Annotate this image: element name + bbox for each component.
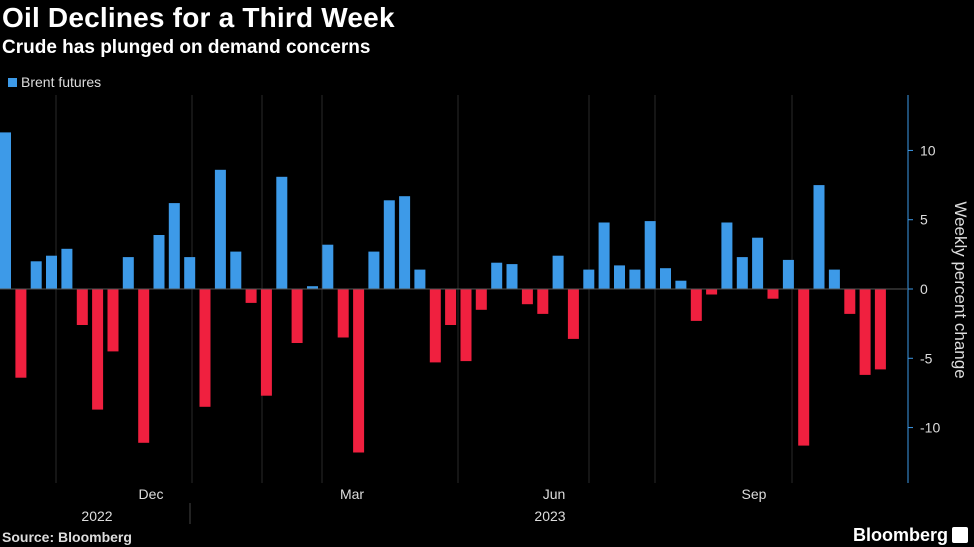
x-month-label-3: Sep bbox=[742, 486, 767, 502]
bar-56 bbox=[859, 289, 871, 375]
bar-24 bbox=[368, 251, 380, 289]
bar-9 bbox=[138, 289, 150, 443]
bar-4 bbox=[61, 248, 73, 289]
y-tick-label-0: -10 bbox=[920, 420, 940, 436]
bar-22 bbox=[337, 289, 349, 338]
bar-15 bbox=[230, 251, 242, 289]
x-month-label-0: Dec bbox=[139, 486, 164, 502]
bar-28 bbox=[429, 289, 441, 363]
bar-21 bbox=[322, 244, 334, 289]
x-year-label-0: 2022 bbox=[81, 508, 112, 524]
bar-50 bbox=[767, 289, 779, 299]
bar-36 bbox=[552, 255, 564, 289]
bar-23 bbox=[353, 289, 365, 453]
x-month-label-1: Mar bbox=[340, 486, 364, 502]
bar-6 bbox=[92, 289, 104, 410]
bar-19 bbox=[291, 289, 303, 343]
bar-29 bbox=[445, 289, 457, 325]
bar-16 bbox=[245, 289, 257, 303]
bar-7 bbox=[107, 289, 119, 352]
bar-46 bbox=[706, 289, 718, 295]
bar-30 bbox=[460, 289, 472, 362]
legend-swatch bbox=[8, 77, 17, 87]
bar-33 bbox=[506, 264, 518, 289]
bar-1 bbox=[15, 289, 27, 378]
bar-27 bbox=[414, 269, 426, 289]
bar-35 bbox=[537, 289, 549, 314]
bar-57 bbox=[874, 289, 886, 370]
bar-13 bbox=[199, 289, 211, 407]
bar-0 bbox=[0, 132, 11, 289]
bar-34 bbox=[521, 289, 533, 305]
bar-45 bbox=[690, 289, 702, 321]
bar-43 bbox=[660, 268, 671, 289]
bar-39 bbox=[598, 222, 610, 289]
bar-38 bbox=[583, 269, 595, 289]
y-tick-label-3: 5 bbox=[920, 212, 928, 228]
bar-31 bbox=[475, 289, 487, 310]
bar-54 bbox=[828, 269, 840, 289]
bar-11 bbox=[168, 203, 180, 289]
source-note: Source: Bloomberg bbox=[2, 529, 132, 545]
bar-41 bbox=[629, 269, 641, 289]
bar-42 bbox=[644, 221, 656, 289]
bar-3 bbox=[46, 255, 57, 289]
bar-12 bbox=[184, 257, 196, 289]
legend: Brent futures bbox=[8, 74, 101, 90]
bar-2 bbox=[30, 261, 42, 289]
bar-52 bbox=[798, 289, 810, 446]
bar-26 bbox=[399, 196, 411, 289]
bloomberg-icon bbox=[952, 527, 968, 543]
bar-series-brent bbox=[0, 132, 886, 453]
bar-25 bbox=[383, 200, 395, 289]
x-year-label-1: 2023 bbox=[534, 508, 565, 524]
bar-37 bbox=[567, 289, 579, 339]
legend-label: Brent futures bbox=[21, 74, 102, 90]
y-axis-label: Weekly percent change bbox=[951, 201, 970, 378]
bar-5 bbox=[76, 289, 88, 325]
brand-logo: Bloomberg bbox=[852, 525, 948, 545]
bar-40 bbox=[614, 265, 625, 289]
bar-8 bbox=[122, 257, 134, 289]
chart-subtitle: Crude has plunged on demand concerns bbox=[2, 37, 371, 58]
y-axis: -10 -5 0 5 10 bbox=[0, 95, 940, 483]
bar-53 bbox=[813, 185, 825, 289]
bar-32 bbox=[491, 262, 503, 289]
bar-48 bbox=[736, 257, 748, 289]
bar-18 bbox=[276, 176, 288, 289]
y-tick-label-2: 0 bbox=[920, 281, 928, 297]
bar-49 bbox=[752, 237, 764, 289]
bar-10 bbox=[153, 235, 165, 289]
bar-17 bbox=[260, 289, 272, 396]
bar-20 bbox=[307, 286, 318, 289]
x-month-label-2: Jun bbox=[543, 486, 566, 502]
chart-title: Oil Declines for a Third Week bbox=[2, 2, 395, 33]
bar-14 bbox=[214, 169, 226, 289]
bar-47 bbox=[721, 222, 733, 289]
bar-51 bbox=[782, 259, 794, 289]
bar-44 bbox=[675, 280, 687, 289]
bar-55 bbox=[844, 289, 856, 314]
y-tick-label-4: 10 bbox=[920, 142, 936, 158]
y-tick-label-1: -5 bbox=[920, 350, 933, 366]
x-axis-labels: Dec Mar Jun Sep 2022 2023 bbox=[81, 486, 767, 524]
